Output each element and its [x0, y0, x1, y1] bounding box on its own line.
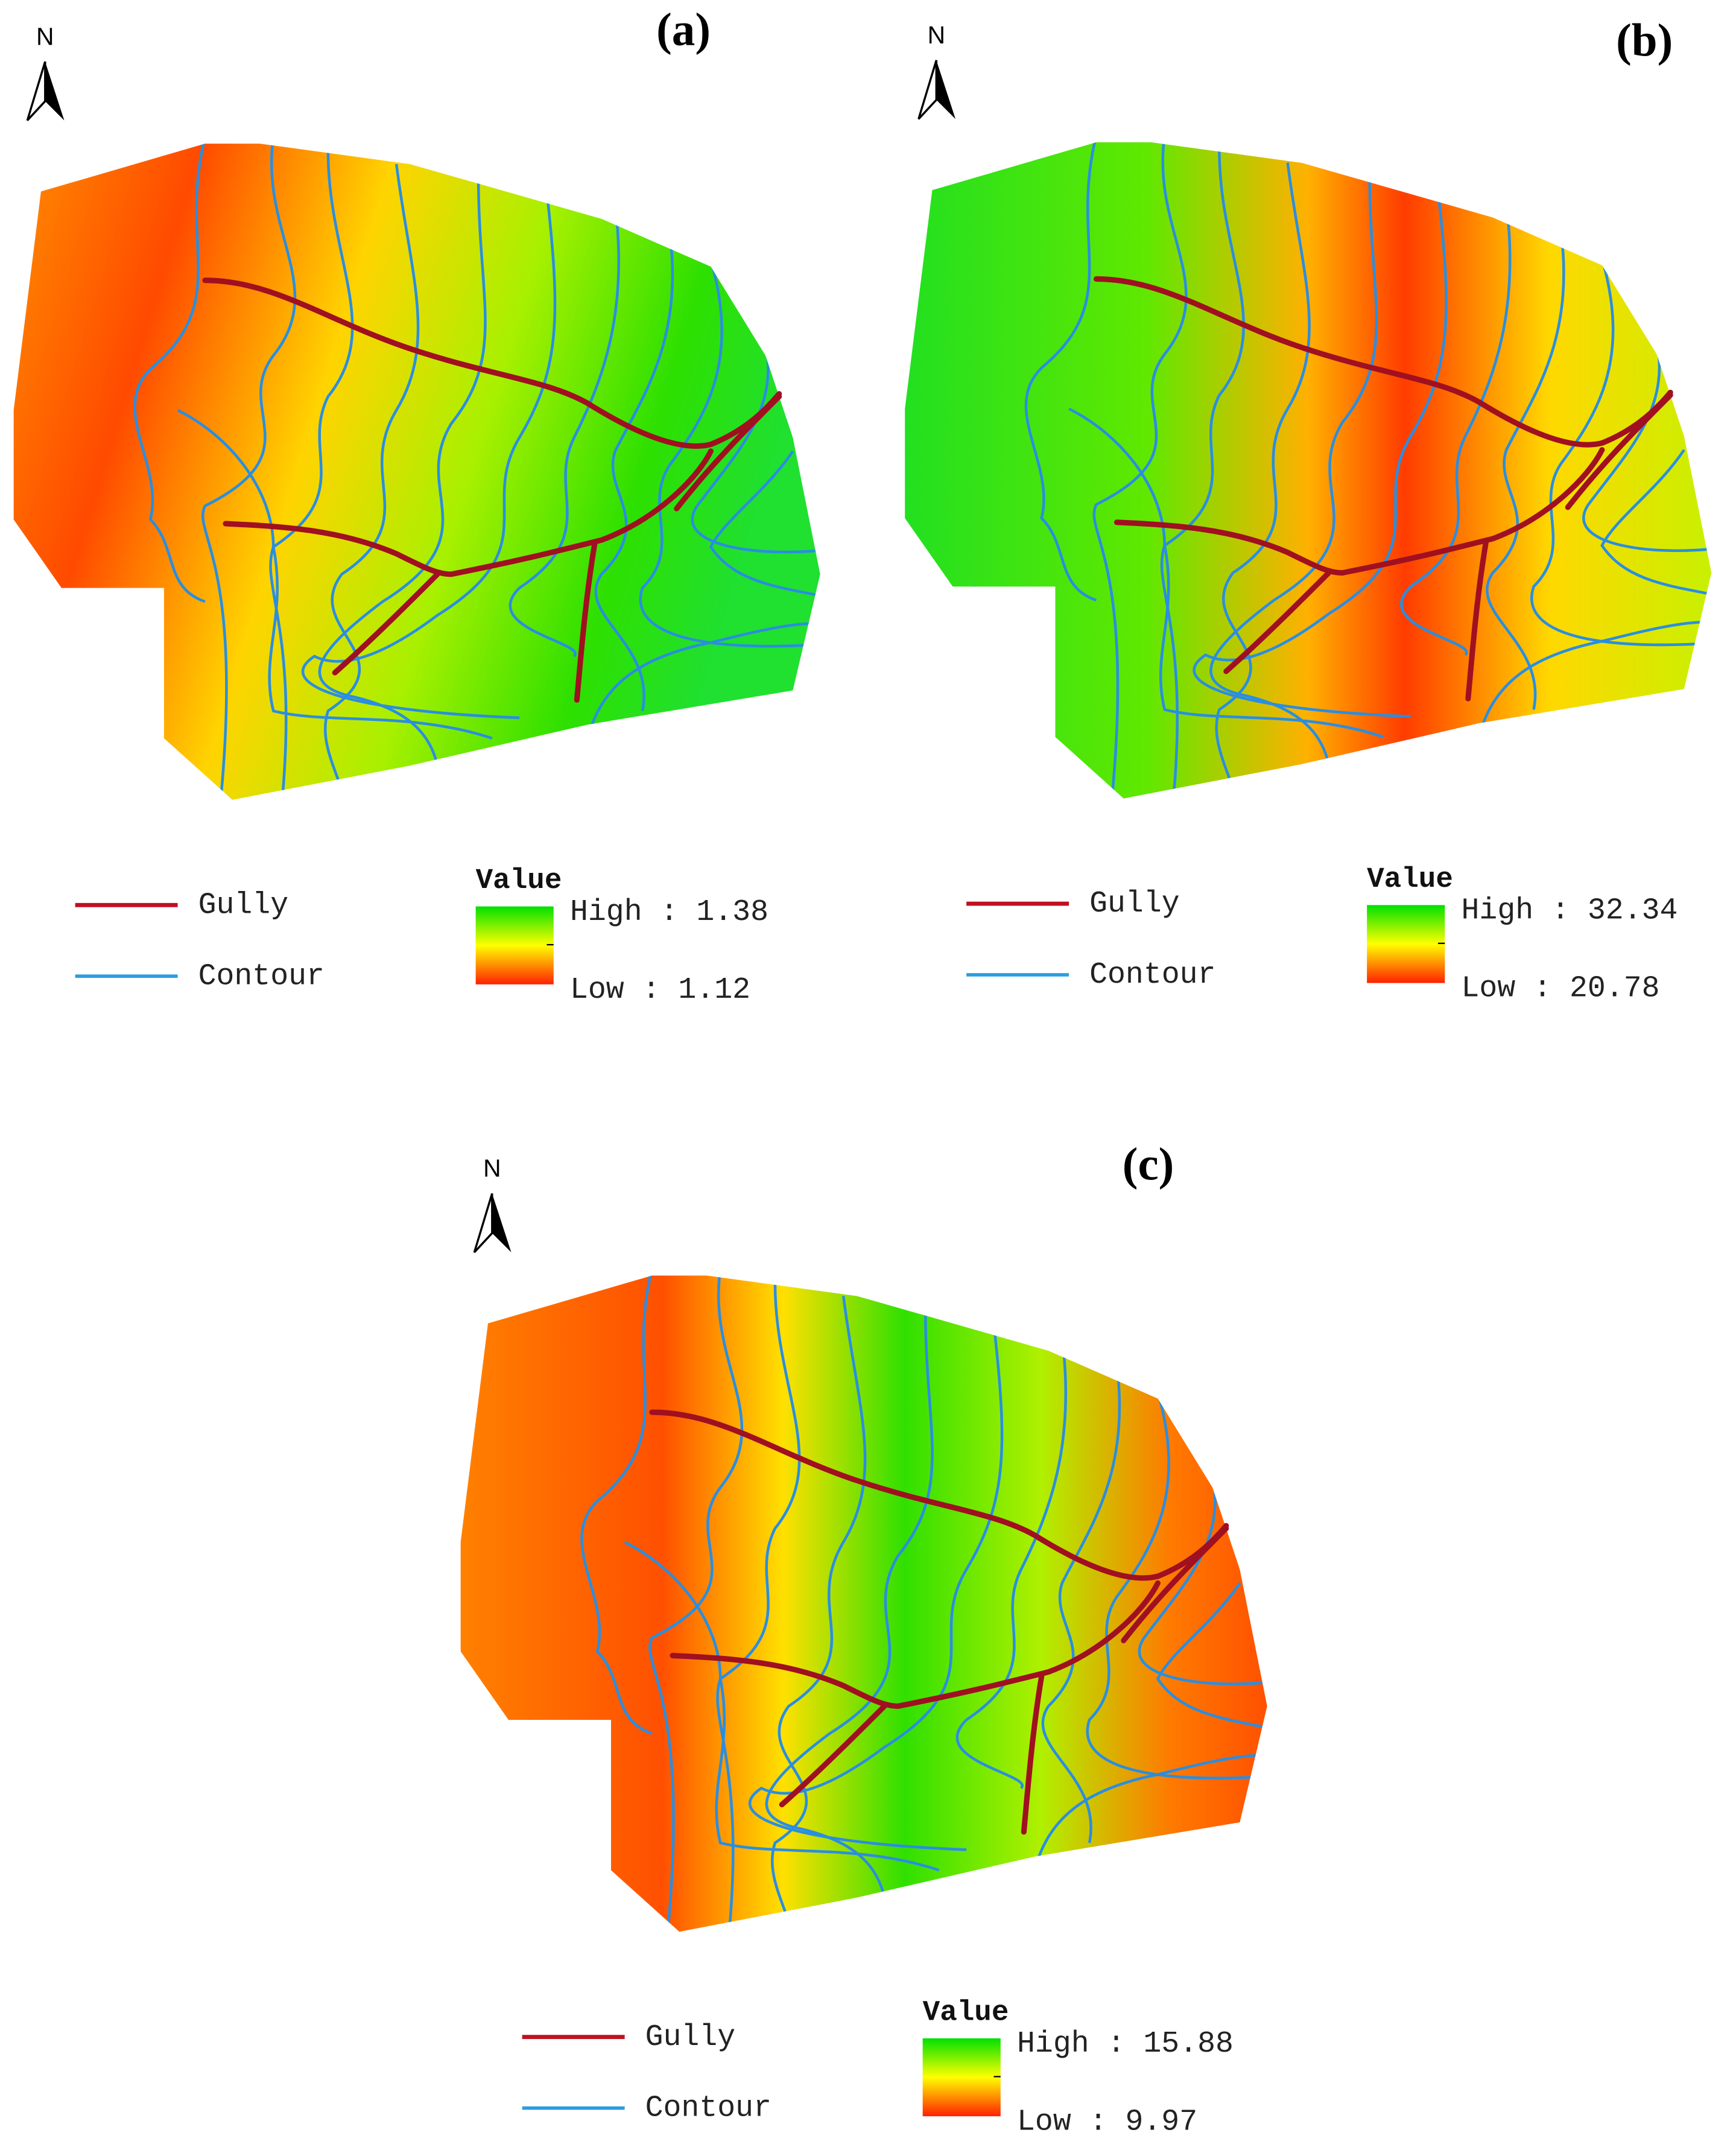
north-label: N	[36, 22, 54, 50]
gully-line	[1121, 1526, 1229, 1644]
contour-line	[1400, 203, 1512, 656]
contour-line	[639, 259, 820, 648]
contour-line	[323, 163, 420, 800]
north-arrow-fill	[45, 62, 65, 121]
contour-line	[508, 205, 621, 658]
legend-low: Low : 1.12	[570, 972, 750, 1007]
legend-low: Low : 9.97	[1017, 2104, 1197, 2139]
gully-line	[1093, 276, 1673, 448]
gully-line	[1223, 570, 1332, 674]
contour-line	[709, 450, 820, 603]
panel-label: (a)	[656, 3, 711, 55]
contour-line	[765, 1310, 934, 1932]
gully-line	[1565, 392, 1673, 510]
legend-gully: Gully	[1089, 886, 1180, 921]
contour-line	[972, 586, 1057, 765]
contour-line	[1209, 176, 1378, 799]
north-arrow-fill	[936, 60, 956, 119]
gully-line	[1465, 540, 1489, 702]
contour-line	[624, 1541, 940, 1872]
contour-line	[1530, 258, 1712, 647]
gully-line	[202, 277, 782, 449]
contour-line	[133, 144, 207, 603]
north-arrow	[26, 61, 46, 121]
north-label: N	[483, 1155, 501, 1182]
panel-label: (b)	[1616, 14, 1673, 66]
contour-line	[1092, 142, 1188, 799]
contour-line	[1041, 1364, 1121, 1844]
legend-title: Value	[923, 1996, 1009, 2029]
contour-line	[1086, 1391, 1267, 1780]
contour-line	[201, 144, 297, 800]
gully-line	[649, 1409, 1229, 1581]
map-panel: N Gully Contour Value High : 32.34 Low : 20.7…	[905, 21, 1712, 1006]
legend-gully: Gully	[645, 2020, 736, 2054]
legend-high: High : 15.88	[1017, 2026, 1234, 2061]
north-label: N	[928, 21, 945, 49]
legend-colorbar	[1367, 905, 1445, 983]
contour-line	[301, 191, 557, 720]
gully-line	[670, 1580, 1161, 1709]
legend-title: Value	[1367, 863, 1453, 896]
north-arrow-fill	[492, 1193, 512, 1252]
north-arrow	[473, 1193, 493, 1254]
legend-gully: Gully	[198, 888, 289, 922]
contour-line	[716, 1282, 801, 1932]
contour-line	[594, 232, 674, 711]
legend-contour: Contour	[1089, 957, 1215, 992]
gully-line	[332, 571, 440, 676]
contour-line	[1193, 189, 1448, 718]
contour-line	[1068, 407, 1384, 738]
panel-label: (c)	[1123, 1138, 1174, 1190]
north-arrow	[917, 60, 938, 120]
contour-line	[269, 150, 354, 800]
gully-line	[574, 541, 598, 703]
contour-line	[81, 587, 166, 766]
contour-line	[1156, 1582, 1267, 1735]
contour-line	[691, 341, 820, 554]
contour-line	[1138, 1473, 1267, 1685]
gully-line	[223, 448, 714, 577]
gully-line	[1114, 447, 1605, 576]
contour-line	[955, 1337, 1068, 1789]
contour-line	[177, 408, 493, 740]
contour-line	[1160, 149, 1245, 799]
contour-line	[1486, 230, 1565, 710]
legend-colorbar	[922, 2038, 1001, 2117]
gully-line	[779, 1703, 887, 1807]
contour-line	[1215, 162, 1311, 799]
gully-line	[1021, 1673, 1045, 1835]
contour-line	[1582, 340, 1712, 553]
legend-low: Low : 20.78	[1462, 971, 1660, 1006]
contour-line	[648, 1275, 744, 1932]
contour-line	[528, 1719, 613, 1898]
legend-contour: Contour	[645, 2091, 771, 2125]
contour-group	[528, 1275, 1267, 1932]
legend-high: High : 1.38	[570, 895, 768, 929]
contour-line	[318, 177, 487, 800]
contour-line	[1600, 449, 1712, 602]
legend-colorbar	[475, 906, 554, 984]
legend-contour: Contour	[198, 959, 325, 993]
gully-line	[674, 393, 782, 512]
contour-line	[580, 1275, 654, 1735]
contour-line	[748, 1323, 1004, 1851]
legend-high: High : 32.34	[1462, 893, 1678, 928]
contour-line	[1024, 142, 1098, 602]
contour-line	[770, 1296, 867, 1932]
legend-title: Value	[476, 864, 562, 897]
